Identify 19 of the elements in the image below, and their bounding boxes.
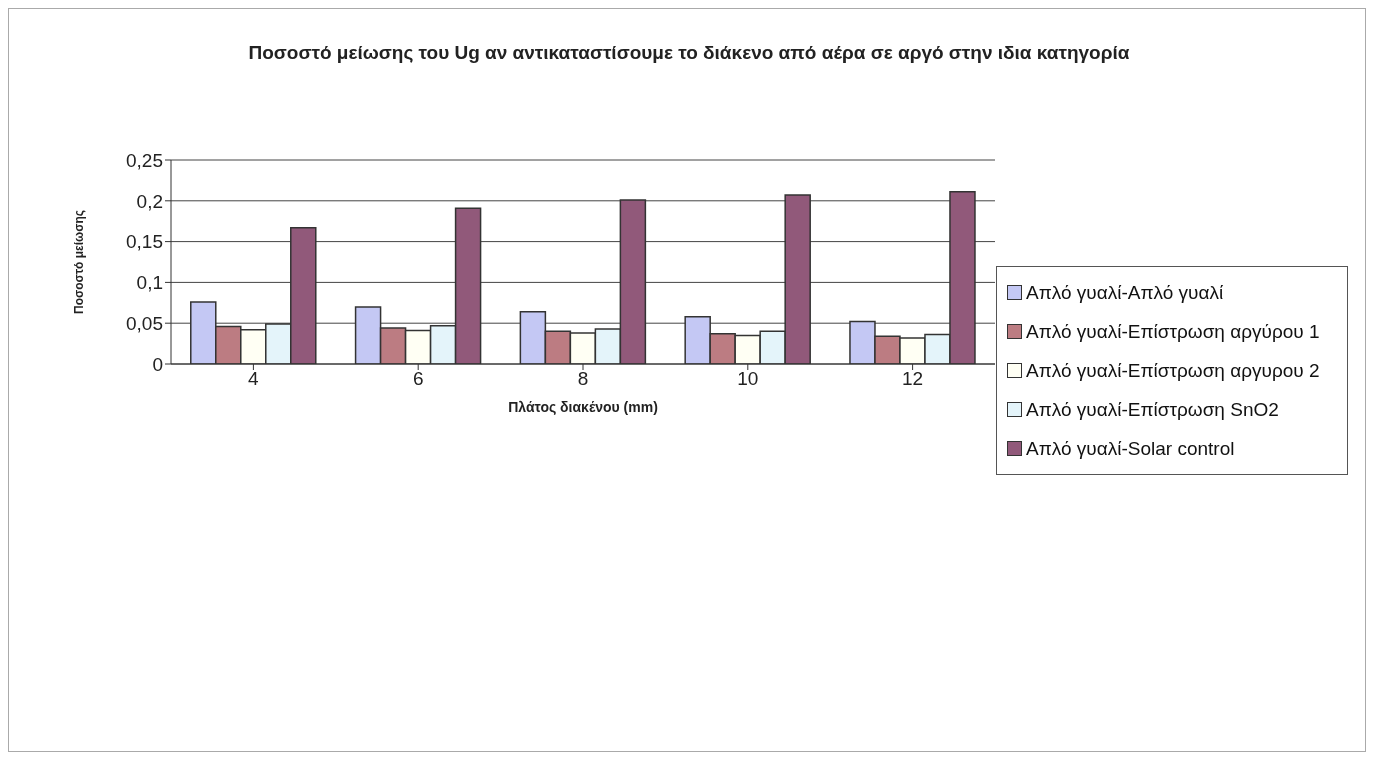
y-axis-title: Ποσοστό μείωσης xyxy=(72,209,87,315)
y-tick-label: 0,2 xyxy=(136,190,163,212)
legend-label: Απλό γυαλί-Solar control xyxy=(1026,437,1235,460)
chart-title: Ποσοστό μείωσης του Ug αν αντικαταστίσουμε το διάκενο από αέρα σε αργό στην ιδια κατηγορία xyxy=(247,41,1131,65)
x-tick-label: 4 xyxy=(248,368,260,390)
y-tick-label: 0 xyxy=(152,353,163,375)
x-tick-label: 8 xyxy=(577,368,589,390)
x-tick-label: 6 xyxy=(412,368,424,390)
y-tick-label: 0,05 xyxy=(126,312,163,334)
legend-label: Απλό γυαλί-Επίστρωση αργύρου 1 xyxy=(1026,320,1320,343)
legend-label: Απλό γυαλί-Επίστρωση SnO2 xyxy=(1026,398,1279,421)
y-tick-label: 0,15 xyxy=(126,231,163,253)
y-tick-label: 0,1 xyxy=(136,272,163,294)
legend-label: Απλό γυαλί-Επίστρωση αργυρου 2 xyxy=(1026,359,1320,382)
x-tick-label: 12 xyxy=(902,368,924,390)
legend-label: Απλό γυαλί-Απλό γυαλί xyxy=(1026,281,1224,304)
x-tick-label: 10 xyxy=(737,368,759,390)
y-tick-label: 0,25 xyxy=(126,149,163,171)
x-axis-title: Πλάτος διακένου (mm) xyxy=(508,399,658,415)
